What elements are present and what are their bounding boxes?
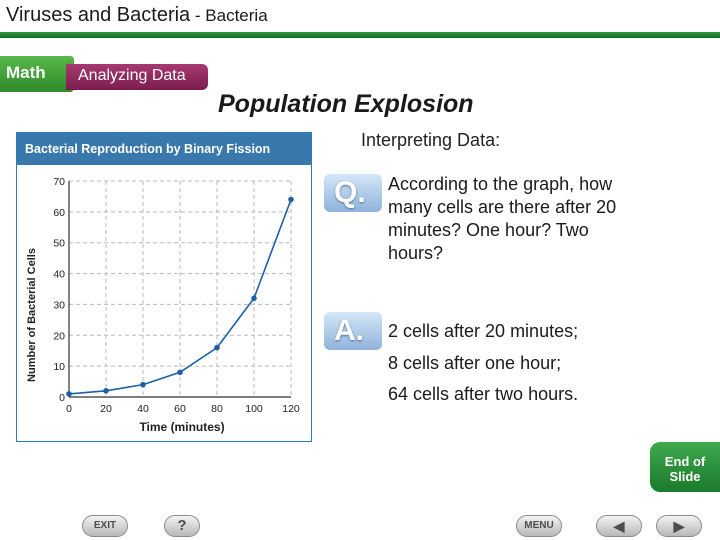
answer-line-1: 2 cells after 20 minutes;: [388, 321, 579, 341]
y-axis-label: Number of Bacterial Cells: [26, 248, 38, 382]
end-slide-line-1: End of: [664, 454, 706, 469]
x-tick-label: 20: [100, 403, 112, 415]
slide-title: Population Explosion: [218, 90, 474, 118]
exit-button[interactable]: EXIT: [82, 515, 128, 537]
x-tick-label: 80: [211, 403, 223, 415]
chart-axes: [68, 181, 291, 398]
section-title: - Bacteria: [190, 6, 268, 25]
data-point: [214, 344, 220, 351]
data-point: [103, 388, 109, 394]
end-slide-line-2: Slide: [669, 469, 701, 484]
header-divider: [0, 32, 720, 38]
y-tick-label: 70: [53, 176, 65, 188]
answer-text: 2 cells after 20 minutes; 8 cells after …: [388, 316, 688, 411]
x-tick-label: 0: [66, 403, 72, 415]
y-tick-label: 50: [53, 238, 65, 250]
x-tick-label: 60: [174, 403, 186, 415]
x-tick-label: 100: [245, 403, 263, 415]
answer-line-3: 64 cells after two hours.: [388, 384, 579, 404]
y-tick-label: 40: [53, 269, 65, 281]
data-point: [140, 381, 146, 388]
menu-button[interactable]: MENU: [516, 515, 562, 537]
next-arrow-icon[interactable]: ▶: [656, 515, 702, 537]
data-point: [177, 369, 183, 376]
data-point: [251, 295, 257, 302]
answer-badge: A.: [324, 312, 382, 350]
previous-arrow-icon[interactable]: ◀: [596, 515, 642, 537]
math-tag: Math: [0, 56, 74, 92]
chart-tick-labels: 0 10 20 30 40 50 60 70 0 20 40 60 80 100 120: [53, 176, 300, 415]
math-analyzing-banner: Math Analyzing Data: [0, 56, 208, 92]
data-point: [66, 391, 72, 397]
interpreting-data-label: Interpreting Data:: [361, 130, 501, 150]
data-point: [288, 196, 294, 203]
help-button[interactable]: ?: [164, 515, 200, 537]
question-text: According to the graph, how many cells a…: [388, 174, 617, 263]
chapter-title: Viruses and Bacteria: [6, 4, 191, 26]
y-tick-label: 20: [53, 330, 65, 342]
y-tick-label: 30: [53, 299, 65, 311]
question-badge: Q.: [324, 174, 382, 212]
end-of-slide-button[interactable]: End of Slide: [650, 442, 720, 492]
answer-line-2: 8 cells after one hour;: [388, 352, 562, 373]
x-tick-label: 120: [282, 403, 300, 415]
chart-panel: Bacterial Reproduction by Binary Fission…: [16, 132, 312, 442]
analyzing-data-tag: Analyzing Data: [66, 64, 208, 90]
chart-title: Bacterial Reproduction by Binary Fission: [17, 133, 311, 165]
x-tick-label: 40: [137, 403, 149, 415]
x-axis-label: Time (minutes): [139, 420, 224, 434]
chart-points: [66, 196, 294, 397]
page-header-title: Viruses and Bacteria - Bacteria: [6, 4, 268, 27]
y-tick-label: 0: [59, 392, 65, 404]
y-tick-label: 10: [53, 361, 65, 373]
y-tick-label: 60: [53, 207, 65, 219]
line-chart: 0 10 20 30 40 50 60 70 0 20 40 60 80 100 120 Time (min…: [26, 176, 300, 434]
